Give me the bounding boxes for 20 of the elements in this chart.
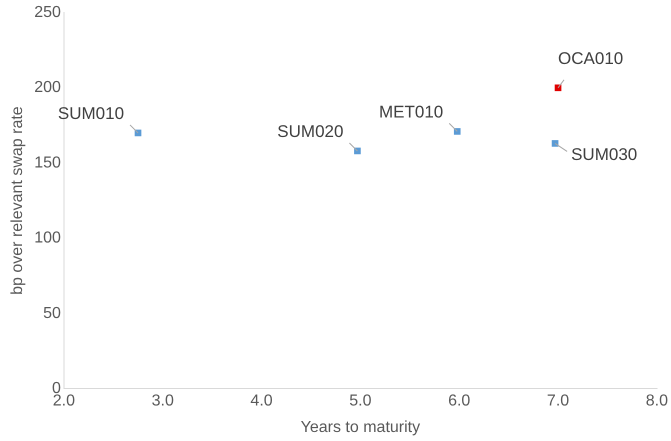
point (552, 140, 558, 147)
y-tick-label: 200 (34, 79, 61, 96)
annotation: OCA010 (558, 48, 624, 68)
x-axis-title: Years to maturity (300, 418, 420, 436)
y-tick-label: 100 (34, 230, 61, 247)
annotation: SUM020 (277, 122, 344, 142)
x-tick-label: 4.0 (250, 392, 273, 410)
annotation: SUM010 (58, 104, 124, 124)
annotation: SUM030 (571, 145, 638, 164)
x-tick-label: 5.0 (349, 392, 372, 410)
x-tick-label: 6.0 (448, 392, 470, 410)
x-tick-label: 7.0 (546, 392, 570, 410)
y-tick-label: 250 (34, 4, 61, 22)
y-tick-label: 50 (43, 304, 61, 322)
y-axis-title: bp over relevant swap rate (9, 106, 26, 295)
point (554, 84, 562, 92)
annotation: MET010 (378, 102, 444, 122)
x-tick-label: 3.0 (152, 392, 174, 410)
y-tick-label: 150 (34, 154, 61, 172)
x-tick-label: 8.0 (646, 392, 668, 410)
